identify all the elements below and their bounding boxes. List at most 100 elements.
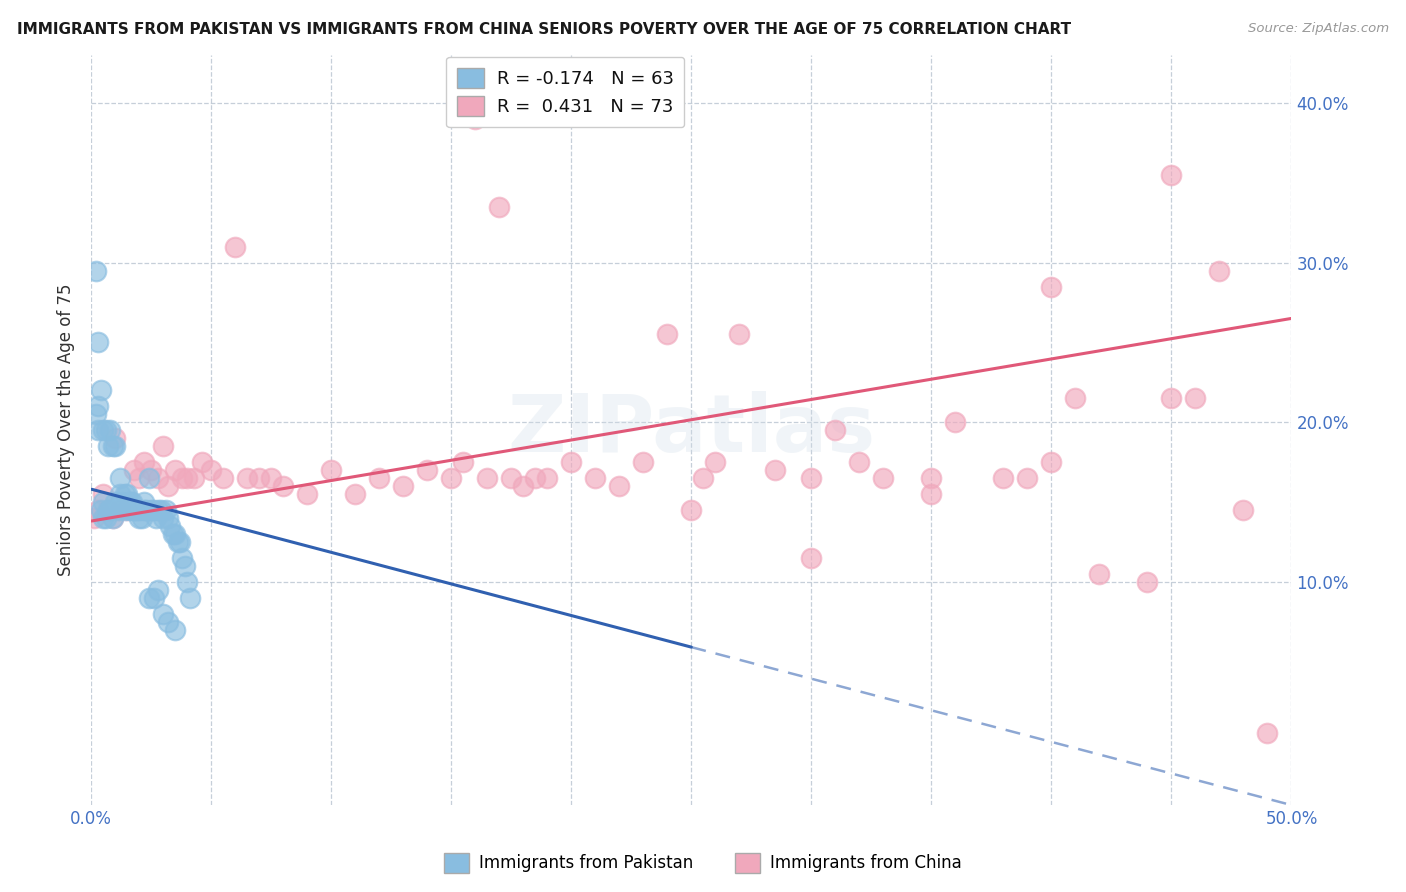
Point <box>162 526 184 541</box>
Point <box>524 471 547 485</box>
Point <box>704 455 727 469</box>
Point <box>212 471 235 485</box>
Point <box>440 471 463 485</box>
Point <box>87 503 110 517</box>
Point <box>920 487 942 501</box>
Point <box>111 495 134 509</box>
Point <box>344 487 367 501</box>
Point <box>800 550 823 565</box>
Point <box>190 455 212 469</box>
Point <box>657 327 679 342</box>
Point <box>141 463 163 477</box>
Point <box>87 335 110 350</box>
Point <box>488 200 510 214</box>
Point <box>91 511 114 525</box>
Point <box>156 511 179 525</box>
Point <box>83 511 105 525</box>
Point <box>138 591 160 605</box>
Point <box>138 471 160 485</box>
Point <box>149 503 172 517</box>
Point <box>607 479 630 493</box>
Point <box>118 495 141 509</box>
Point <box>165 623 187 637</box>
Point <box>104 431 127 445</box>
Point <box>97 503 120 517</box>
Point <box>368 471 391 485</box>
Point <box>101 439 124 453</box>
Point <box>1040 455 1063 469</box>
Point <box>173 558 195 573</box>
Point <box>84 263 107 277</box>
Point <box>152 607 174 621</box>
Point <box>920 471 942 485</box>
Point <box>148 503 170 517</box>
Point <box>560 455 582 469</box>
Point <box>121 495 143 509</box>
Point <box>848 455 870 469</box>
Point <box>142 591 165 605</box>
Point <box>108 503 131 517</box>
Point <box>536 471 558 485</box>
Point <box>124 463 146 477</box>
Point <box>98 423 121 437</box>
Point <box>728 327 751 342</box>
Point <box>800 471 823 485</box>
Point <box>872 471 894 485</box>
Point <box>132 503 155 517</box>
Text: Source: ZipAtlas.com: Source: ZipAtlas.com <box>1249 22 1389 36</box>
Point <box>176 471 198 485</box>
Point <box>165 463 187 477</box>
Point <box>200 463 222 477</box>
Point <box>692 471 714 485</box>
Point <box>295 487 318 501</box>
Point <box>1064 391 1087 405</box>
Point <box>135 503 157 517</box>
Point <box>101 511 124 525</box>
Point <box>179 591 201 605</box>
Point <box>97 503 120 517</box>
Point <box>1256 726 1278 740</box>
Point <box>1184 391 1206 405</box>
Point <box>124 503 146 517</box>
Point <box>512 479 534 493</box>
Point <box>101 511 124 525</box>
Point <box>91 423 114 437</box>
Point <box>87 399 110 413</box>
Point <box>94 423 117 437</box>
Point <box>172 550 194 565</box>
Point <box>169 534 191 549</box>
Legend: R = -0.174   N = 63, R =  0.431   N = 73: R = -0.174 N = 63, R = 0.431 N = 73 <box>446 57 685 128</box>
Text: ZIPatlas: ZIPatlas <box>508 391 876 469</box>
Point <box>260 471 283 485</box>
Point <box>165 526 187 541</box>
Point <box>236 471 259 485</box>
Point <box>993 471 1015 485</box>
Point <box>114 503 136 517</box>
Point <box>128 511 150 525</box>
Point <box>152 439 174 453</box>
Point <box>91 487 114 501</box>
Point <box>681 503 703 517</box>
Point <box>87 423 110 437</box>
Point <box>128 503 150 517</box>
Point <box>224 239 246 253</box>
Point <box>1088 566 1111 581</box>
Point <box>115 503 138 517</box>
Point <box>94 511 117 525</box>
Point <box>156 479 179 493</box>
Point <box>155 503 177 517</box>
Point <box>91 495 114 509</box>
Point <box>633 455 655 469</box>
Point <box>152 511 174 525</box>
Point <box>1017 471 1039 485</box>
Y-axis label: Seniors Poverty Over the Age of 75: Seniors Poverty Over the Age of 75 <box>58 284 75 576</box>
Point <box>1040 279 1063 293</box>
Point <box>90 383 112 397</box>
Point <box>104 495 127 509</box>
Point <box>156 615 179 629</box>
Point <box>128 471 150 485</box>
Point <box>132 495 155 509</box>
Point <box>943 415 966 429</box>
Point <box>142 503 165 517</box>
Point <box>464 112 486 126</box>
